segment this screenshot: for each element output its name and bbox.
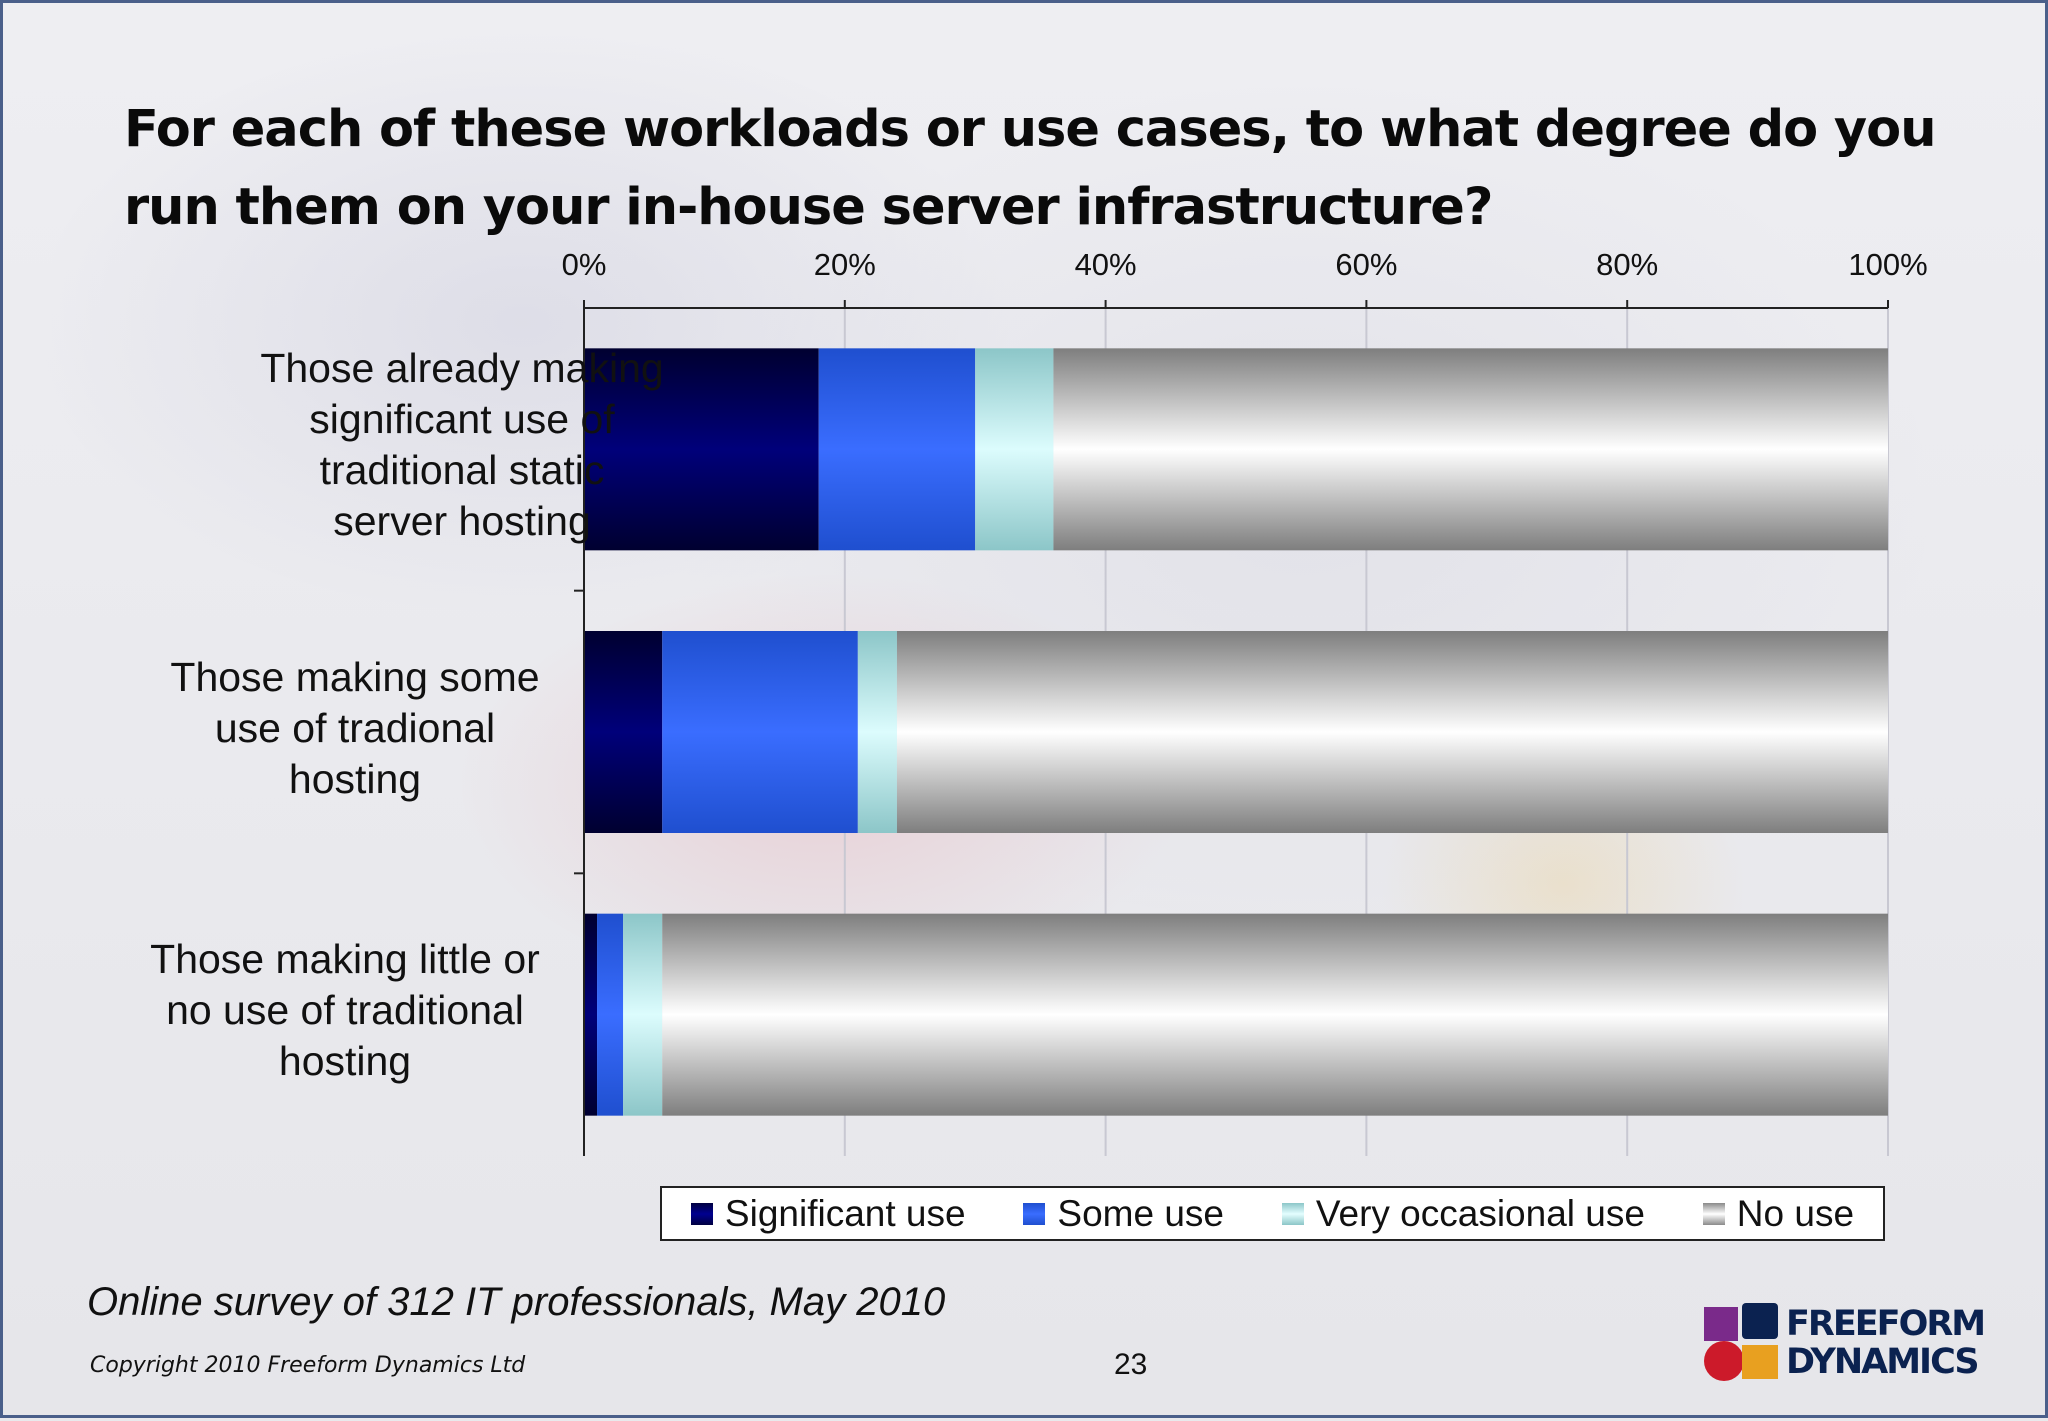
x-tick-label: 40% (1075, 247, 1137, 282)
legend-swatch (1702, 1202, 1725, 1225)
bars (584, 348, 1888, 1116)
bar-segment (597, 913, 624, 1116)
logo-text: FREEFORM DYNAMICS (1786, 1304, 1986, 1382)
legend-swatch (690, 1202, 713, 1225)
legend-item: No use (1702, 1192, 1855, 1235)
bar-segment (584, 348, 819, 551)
legend-item: Very occasional use (1281, 1192, 1645, 1235)
bar-segment (623, 913, 663, 1116)
bar-segment (584, 913, 598, 1116)
bar-segment (584, 631, 663, 833)
source-note: Online survey of 312 IT professionals, M… (87, 1280, 946, 1324)
bar-segment (857, 631, 897, 833)
category-label-line: Those already making (260, 345, 664, 392)
bar-segment (896, 631, 1888, 833)
legend-swatch (1023, 1202, 1046, 1225)
category-label-line: no use of traditional (166, 987, 524, 1034)
category-label-line: server hosting (333, 498, 591, 545)
category-label: Those already making significant use of tr… (232, 343, 692, 547)
logo-mark-icon (1704, 1303, 1778, 1381)
bar-segment (1053, 348, 1888, 551)
x-tick-label: 100% (1848, 247, 1927, 282)
axes (574, 300, 1889, 1156)
logo-line-2: DYNAMICS (1786, 1342, 1980, 1382)
x-tick-label: 80% (1596, 247, 1658, 282)
bar-segment (818, 348, 976, 551)
category-label-line: Those making little or (150, 936, 540, 983)
legend-label: Significant use (724, 1192, 966, 1234)
legend-label: No use (1736, 1192, 1855, 1234)
category-label-line: hosting (288, 755, 422, 802)
x-tick-label: 20% (814, 247, 876, 282)
legend-label: Very occasional use (1315, 1192, 1645, 1234)
chart-title: For each of these workloads or use cases… (124, 100, 1937, 237)
page-number: 23 (1114, 1348, 1148, 1381)
category-label-line: Those making some (170, 653, 540, 700)
logo-line-1: FREEFORM (1786, 1304, 1986, 1344)
bar-segment (975, 348, 1054, 551)
legend-swatch (1281, 1202, 1304, 1225)
legend-item: Some use (1023, 1193, 1224, 1235)
category-label: Those making little or no use of traditio… (115, 934, 575, 1087)
legend-item: Significant use (690, 1192, 966, 1235)
category-label-line: traditional static (319, 447, 605, 494)
freeform-dynamics-logo: FREEFORM DYNAMICS (1700, 1301, 2006, 1383)
legend-label: Some use (1057, 1192, 1225, 1234)
category-label-line: hosting (278, 1038, 412, 1085)
x-tick-label: 60% (1335, 247, 1397, 282)
bar-chart: 0% 20% 40% 60% 80% 100% (562, 247, 1928, 1156)
copyright-text: Copyright 2010 Freeform Dynamics Ltd (90, 1353, 526, 1378)
category-label-line: significant use of (309, 396, 615, 443)
legend: Significant use Some use Very occasional u… (660, 1186, 1885, 1241)
category-label: Those making some use of tradional hosting (125, 652, 585, 805)
x-tick-labels: 0% 20% 40% 60% 80% 100% (562, 247, 1928, 282)
x-tick-label: 0% (562, 247, 607, 282)
bar-segment (662, 631, 858, 833)
category-label-line: use of tradional (214, 704, 496, 751)
bar-segment (662, 913, 1888, 1116)
